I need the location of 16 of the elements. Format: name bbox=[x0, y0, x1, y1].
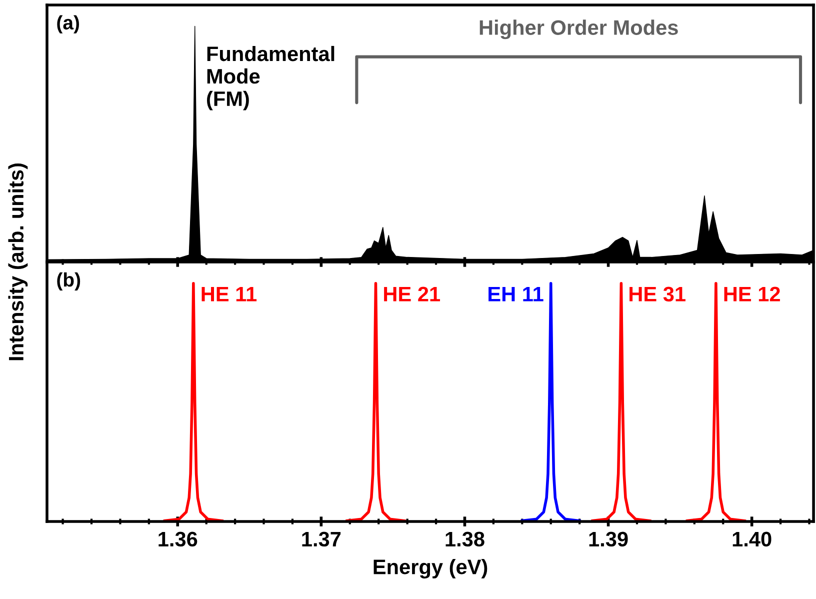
y-axis-title: Intensity (arb. units) bbox=[8, 163, 28, 360]
series-label: HE 11 bbox=[202, 286, 257, 302]
annotation: (a) bbox=[57, 15, 79, 34]
annotation: Fundamental Mode (FM) bbox=[207, 46, 334, 110]
x-tick-label: 1.38 bbox=[446, 532, 484, 547]
annotation: Higher Order Modes bbox=[480, 20, 678, 40]
x-axis-title: Energy (eV) bbox=[374, 558, 488, 578]
series-label: HE 12 bbox=[724, 286, 780, 302]
x-tick-label: 1.40 bbox=[732, 532, 772, 547]
x-tick-label: 1.36 bbox=[158, 532, 198, 547]
series-label: EH 11 bbox=[488, 286, 544, 302]
annotation: (b) bbox=[57, 272, 80, 291]
x-tick-label: 1.39 bbox=[589, 532, 628, 547]
series-label: HE 31 bbox=[630, 286, 686, 302]
series-label: HE 21 bbox=[384, 286, 440, 302]
x-tick-label: 1.37 bbox=[302, 532, 341, 547]
